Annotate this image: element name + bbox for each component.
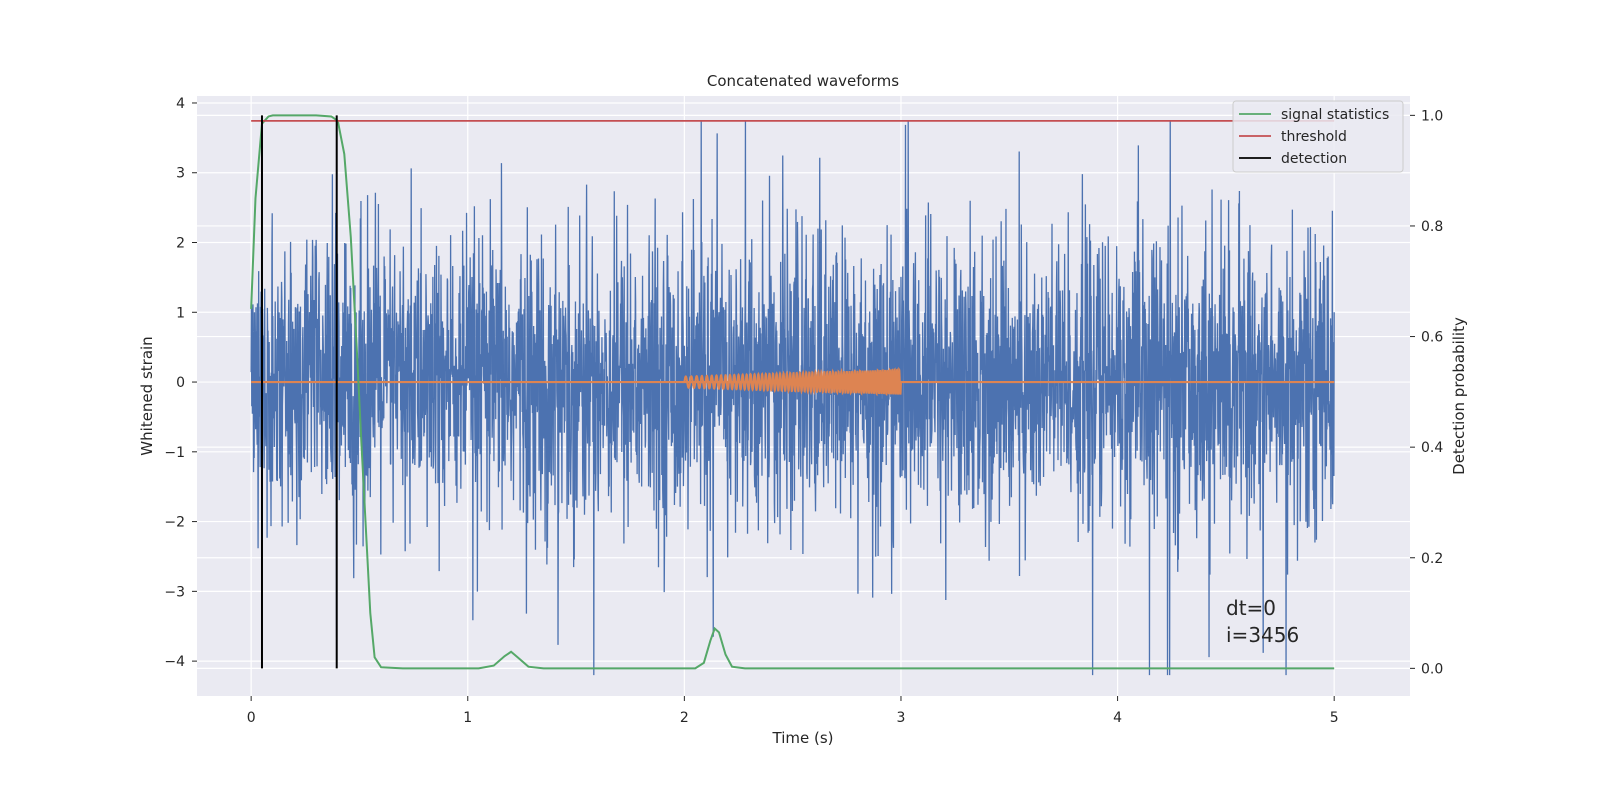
y2-tick-label: 1.0 <box>1421 108 1443 124</box>
strain-line <box>250 120 1335 676</box>
legend-label-threshold: threshold <box>1281 129 1347 145</box>
x-tick-label: 3 <box>897 710 906 726</box>
y2-tick-label: 0.2 <box>1421 551 1443 567</box>
chart-title: Concatenated waveforms <box>707 72 899 90</box>
y-tick-label: −2 <box>164 515 185 531</box>
axes: 0 1 2 3 4 5 −4 −3 −2 −1 0 1 2 3 4 0.0 0.2 0.4 0.6 0.8 1.0 <box>164 96 1443 726</box>
data-layer <box>250 114 1335 676</box>
signal-statistics-line <box>250 114 1335 670</box>
legend: signal statistics threshold detection <box>1232 100 1404 173</box>
y2-tick-label: 0.6 <box>1421 330 1443 346</box>
x-axis-label: Time (s) <box>772 729 834 747</box>
y2-tick-label: 0.0 <box>1421 661 1443 677</box>
y2-axis-label: Detection probability <box>1450 317 1468 475</box>
y2-tick-label: 0.8 <box>1421 219 1443 235</box>
template-chirp <box>683 366 902 397</box>
y-tick-label: 0 <box>176 375 185 391</box>
legend-label-detection: detection <box>1281 151 1347 167</box>
y2-tick-label: 0.4 <box>1421 440 1443 456</box>
legend-box <box>1232 100 1404 173</box>
x-tick-label: 4 <box>1113 710 1122 726</box>
y-tick-label: −1 <box>164 445 185 461</box>
x-tick-label: 0 <box>247 710 256 726</box>
y-tick-label: 2 <box>176 236 185 252</box>
legend-label-signal-statistics: signal statistics <box>1281 107 1389 123</box>
x-tick-label: 5 <box>1330 710 1339 726</box>
annotation-index: i=3456 <box>1226 623 1299 647</box>
x-tick-label: 2 <box>680 710 689 726</box>
y-tick-label: 1 <box>176 305 185 321</box>
x-tick-label: 1 <box>463 710 472 726</box>
y-tick-label: 3 <box>176 166 185 182</box>
y-tick-label: 4 <box>176 96 185 112</box>
y-tick-label: −3 <box>164 584 185 600</box>
annotation-dt: dt=0 <box>1226 596 1276 620</box>
y-axis-label: Whitened strain <box>138 336 156 455</box>
y-tick-label: −4 <box>164 654 185 670</box>
